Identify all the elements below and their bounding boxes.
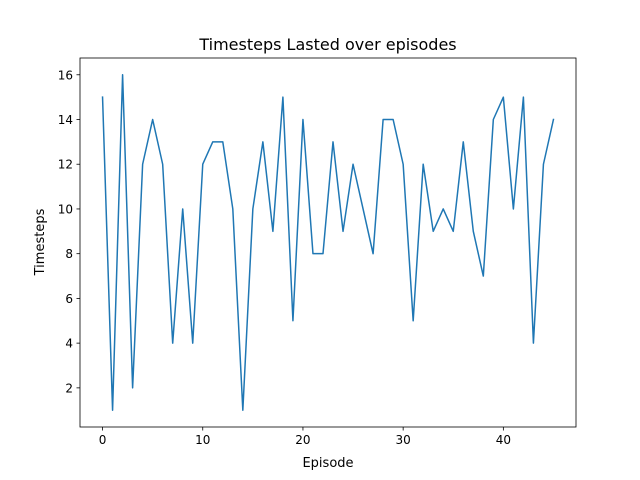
chart-title: Timesteps Lasted over episodes bbox=[198, 35, 456, 54]
y-tick-label: 16 bbox=[58, 68, 73, 82]
y-tick-label: 6 bbox=[65, 292, 73, 306]
x-tick-label: 40 bbox=[496, 433, 511, 447]
y-tick-label: 10 bbox=[58, 202, 73, 216]
y-tick-label: 4 bbox=[65, 337, 73, 351]
x-tick-label: 0 bbox=[99, 433, 107, 447]
x-tick-label: 30 bbox=[396, 433, 411, 447]
y-tick-label: 14 bbox=[58, 113, 73, 127]
y-axis-label: Timesteps bbox=[33, 208, 48, 276]
y-tick-label: 8 bbox=[65, 247, 73, 261]
axes-frame bbox=[79, 57, 577, 428]
x-tick-label: 20 bbox=[295, 433, 310, 447]
y-tick-label: 12 bbox=[58, 158, 73, 172]
y-tick-label: 2 bbox=[65, 381, 73, 395]
x-axis-label: Episode bbox=[302, 456, 353, 471]
series-line-0 bbox=[101, 74, 555, 411]
x-tick-label: 10 bbox=[195, 433, 210, 447]
